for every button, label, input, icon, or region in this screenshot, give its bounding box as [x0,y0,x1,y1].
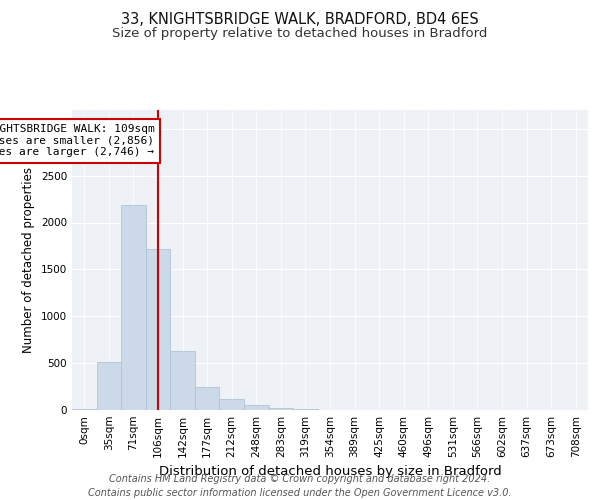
Bar [293,409,318,410]
Bar [97,362,121,410]
Text: Contains HM Land Registry data © Crown copyright and database right 2024.
Contai: Contains HM Land Registry data © Crown c… [88,474,512,498]
X-axis label: Distribution of detached houses by size in Bradford: Distribution of detached houses by size … [158,466,502,478]
Bar [269,408,293,410]
Bar [244,406,269,410]
Bar [195,386,220,410]
Bar [146,248,170,410]
Y-axis label: Number of detached properties: Number of detached properties [22,167,35,353]
Bar [170,352,195,410]
Text: 33 KNIGHTSBRIDGE WALK: 109sqm
← 51% of detached houses are smaller (2,856)
49% o: 33 KNIGHTSBRIDGE WALK: 109sqm ← 51% of d… [0,124,154,158]
Bar [121,204,146,410]
Text: 33, KNIGHTSBRIDGE WALK, BRADFORD, BD4 6ES: 33, KNIGHTSBRIDGE WALK, BRADFORD, BD4 6E… [121,12,479,28]
Text: Size of property relative to detached houses in Bradford: Size of property relative to detached ho… [112,28,488,40]
Bar [72,409,97,410]
Bar [220,399,244,410]
